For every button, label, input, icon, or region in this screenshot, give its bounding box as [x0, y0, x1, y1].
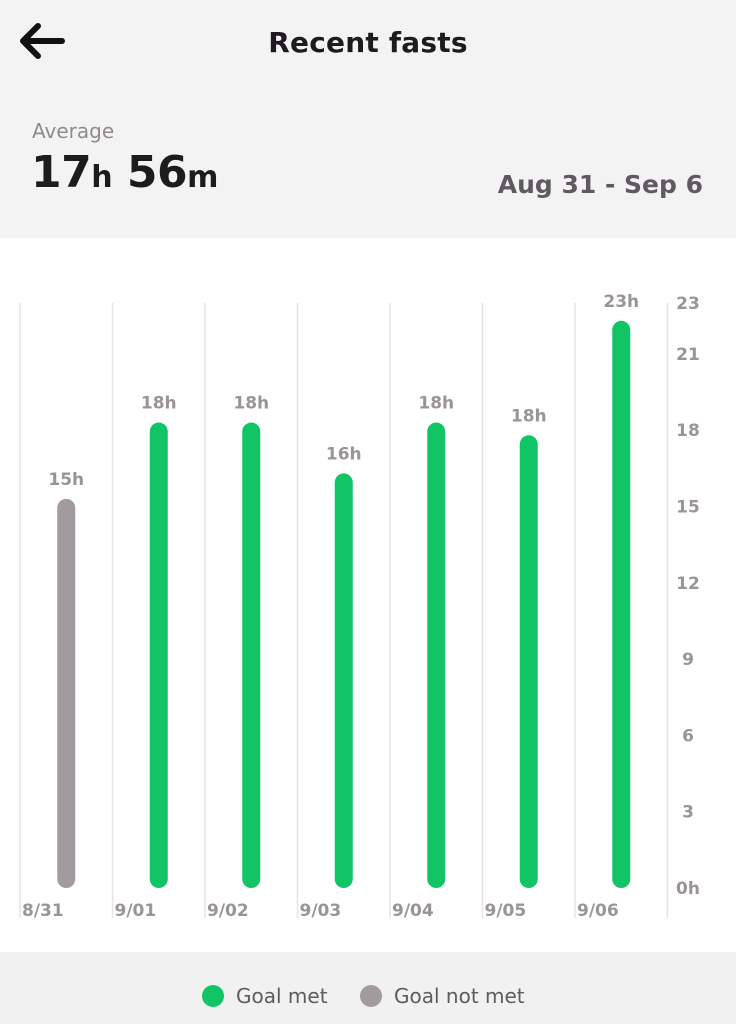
page-title: Recent fasts — [268, 26, 468, 59]
minutes-unit: m — [187, 160, 218, 195]
y-tick-label: 23 — [676, 294, 700, 314]
x-tick-label: 9/04 — [392, 901, 434, 921]
x-tick-label: 9/03 — [300, 901, 342, 921]
x-tick-label: 9/02 — [207, 901, 249, 921]
bar-value-label: 23h — [603, 292, 639, 312]
bar — [57, 498, 76, 888]
date-range: Aug 31 - Sep 6 — [497, 170, 703, 199]
y-tick-label: 15 — [676, 497, 700, 517]
y-tick-label: 3 — [682, 803, 694, 823]
bar-value-label: 15h — [48, 470, 84, 490]
legend: Goal met Goal not met — [0, 952, 736, 1024]
bar — [149, 422, 168, 888]
bar — [519, 435, 538, 888]
bar-value-label: 18h — [418, 394, 454, 414]
average-minutes: 56 — [126, 147, 188, 198]
bar — [242, 422, 261, 888]
average-value: 17h 56m — [31, 147, 218, 198]
legend-item-goal-not-met: Goal not met — [360, 982, 525, 1010]
bar — [427, 422, 446, 888]
header: Recent fasts — [0, 0, 736, 90]
goal-not-met-label: Goal not met — [394, 984, 525, 1008]
y-tick-label: 9 — [682, 650, 694, 670]
y-tick-label: 18 — [676, 421, 700, 441]
goal-met-dot — [202, 985, 224, 1007]
average-hours: 17 — [31, 147, 92, 198]
y-tick-label: 6 — [682, 726, 694, 746]
bar-value-label: 18h — [141, 394, 177, 414]
x-tick-label: 8/31 — [22, 901, 64, 921]
arrow-left-icon — [20, 23, 65, 59]
x-tick-label: 9/05 — [485, 901, 527, 921]
bar — [334, 473, 353, 888]
back-button[interactable] — [14, 18, 66, 64]
bar-value-label: 18h — [511, 406, 547, 426]
y-tick-label: 0h — [676, 879, 700, 899]
average-label: Average — [32, 119, 115, 143]
legend-item-goal-met: Goal met — [202, 982, 328, 1010]
y-tick-label: 12 — [676, 574, 700, 594]
x-tick-label: 9/01 — [115, 901, 157, 921]
fasts-bar-chart: 15h 8/31 18h 9/01 18h 9/02 16h 9/03 18h 9/04 18h 9/… — [19, 292, 700, 921]
y-tick-label: 21 — [676, 345, 700, 365]
goal-not-met-dot — [360, 985, 382, 1007]
goal-met-label: Goal met — [236, 984, 328, 1008]
summary-section: Average 17h 56m Aug 31 - Sep 6 — [0, 90, 736, 238]
x-tick-label: 9/06 — [577, 901, 619, 921]
chart-panel: 15h 8/31 18h 9/01 18h 9/02 16h 9/03 18h 9/04 18h 9/… — [0, 238, 736, 952]
hours-unit: h — [91, 160, 113, 195]
bar — [612, 320, 631, 889]
bar-value-label: 18h — [233, 394, 269, 414]
bar-value-label: 16h — [326, 444, 362, 464]
